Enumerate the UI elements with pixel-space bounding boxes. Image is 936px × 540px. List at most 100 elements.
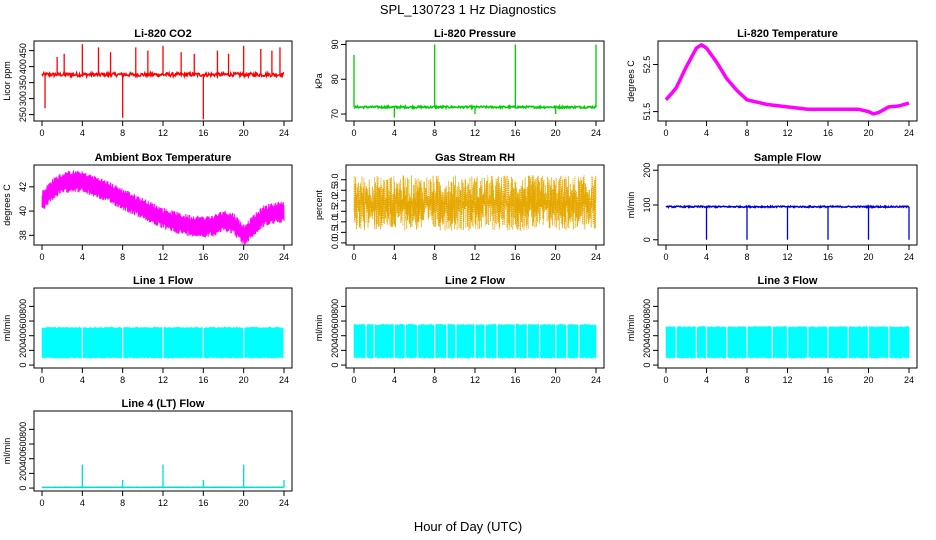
x-tick-label: 4 [704, 128, 709, 138]
x-tick-label: 8 [744, 252, 749, 262]
x-tick-label: 16 [198, 252, 208, 262]
x-tick-label: 16 [510, 375, 520, 385]
panel-data [41, 170, 285, 245]
panel-6: Sample Flow ml/min 0 4 8 12 16 20 24 0 100 200 [626, 152, 918, 262]
y-tick-label: 2.0 [330, 195, 340, 208]
y-tick-label: 90 [330, 39, 340, 49]
x-tick-label: 12 [158, 498, 168, 508]
y-tick-label: 800 [642, 299, 652, 314]
x-tick-label: 24 [591, 375, 601, 385]
x-tick-label: 12 [158, 252, 168, 262]
x-tick-label: 16 [510, 128, 520, 138]
x-tick-label: 0 [39, 128, 44, 138]
panel-ylabel: ml/min [626, 192, 636, 219]
x-tick-label: 8 [744, 128, 749, 138]
x-tick-label: 20 [239, 128, 249, 138]
panel-ylabel: percent [314, 189, 324, 220]
x-tick-label: 16 [198, 128, 208, 138]
panel-data [665, 204, 910, 240]
panel-ylabel: degrees C [626, 60, 636, 102]
x-tick-label: 8 [120, 498, 125, 508]
panel-title: Line 4 (LT) Flow [122, 398, 205, 410]
x-tick-label: 12 [782, 128, 792, 138]
x-tick-label: 16 [198, 375, 208, 385]
x-tick-label: 20 [863, 128, 873, 138]
y-tick-label: 1.5 [330, 205, 340, 218]
x-tick-label: 12 [470, 128, 480, 138]
panel-data [353, 44, 597, 118]
panel-ylabel: ml/min [314, 315, 324, 342]
x-tick-label: 24 [279, 128, 289, 138]
x-tick-label: 4 [704, 252, 709, 262]
x-tick-label: 24 [591, 128, 601, 138]
y-tick-label: 600 [18, 314, 28, 329]
x-tick-label: 4 [80, 128, 85, 138]
x-tick-label: 0 [39, 375, 44, 385]
y-tick-label: 200 [642, 343, 652, 358]
panel-title: Li-820 Temperature [737, 28, 838, 40]
x-tick-label: 24 [279, 498, 289, 508]
x-tick-label: 0 [663, 128, 668, 138]
figure-xlabel: Hour of Day (UTC) [414, 519, 522, 534]
x-tick-label: 4 [80, 252, 85, 262]
x-tick-label: 16 [823, 128, 833, 138]
y-tick-label: 2.5 [330, 184, 340, 197]
y-tick-label: 200 [642, 163, 652, 178]
x-tick-label: 16 [198, 498, 208, 508]
x-tick-label: 8 [120, 128, 125, 138]
x-tick-label: 0 [39, 252, 44, 262]
y-tick-label: 0 [18, 486, 28, 491]
x-tick-label: 4 [392, 375, 397, 385]
x-tick-label: 4 [392, 252, 397, 262]
x-tick-label: 20 [551, 252, 561, 262]
x-tick-label: 20 [239, 375, 249, 385]
x-tick-label: 8 [432, 375, 437, 385]
x-tick-label: 8 [120, 252, 125, 262]
y-tick-label: 400 [642, 328, 652, 343]
y-tick-label: 0.0 [330, 237, 340, 250]
x-tick-label: 20 [551, 128, 561, 138]
figure-title: SPL_130723 1 Hz Diagnostics [380, 2, 557, 17]
x-tick-label: 0 [663, 375, 668, 385]
panel-data [353, 175, 597, 231]
y-tick-label: 400 [18, 59, 28, 74]
y-tick-label: 800 [330, 299, 340, 314]
x-tick-label: 0 [351, 128, 356, 138]
y-tick-label: 38 [18, 230, 28, 240]
y-tick-label: 70 [330, 109, 340, 119]
y-tick-label: 80 [330, 74, 340, 84]
x-tick-label: 0 [351, 252, 356, 262]
panel-10: Line 4 (LT) Flow ml/min 0 4 8 12 16 20 24 0 200400… [2, 398, 293, 508]
panel-title: Li-820 CO2 [134, 28, 191, 40]
y-tick-label: 200 [18, 466, 28, 481]
y-tick-label: 0.5 [330, 226, 340, 239]
panel-ylabel: Licor ppm [2, 61, 12, 101]
panel-2: Li-820 Pressure kPa 0 4 8 12 16 20 24 70 80 90 [314, 28, 605, 138]
y-tick-label: 300 [18, 91, 28, 106]
y-tick-label: 600 [642, 314, 652, 329]
y-tick-label: 450 [18, 43, 28, 58]
panel-data [41, 326, 285, 360]
panel-ylabel: ml/min [2, 438, 12, 465]
y-tick-label: 0 [642, 237, 652, 242]
series-line [353, 103, 597, 111]
y-tick-label: 100 [642, 197, 652, 212]
y-tick-label: 350 [18, 75, 28, 90]
x-tick-label: 24 [279, 252, 289, 262]
y-tick-label: 600 [330, 314, 340, 329]
panel-4: Ambient Box Temperature degrees C 0 4 8 12 16 2… [2, 152, 293, 262]
x-tick-label: 4 [392, 128, 397, 138]
panel-data [41, 464, 285, 489]
y-tick-label: 800 [18, 422, 28, 437]
x-tick-label: 12 [158, 375, 168, 385]
x-tick-label: 8 [744, 375, 749, 385]
panel-title: Ambient Box Temperature [95, 152, 232, 164]
panel-ylabel: kPa [314, 73, 324, 89]
y-tick-label: 400 [330, 328, 340, 343]
x-tick-label: 20 [551, 375, 561, 385]
x-tick-label: 12 [782, 252, 792, 262]
y-tick-label: 3.0 [330, 173, 340, 186]
panel-data [664, 43, 911, 116]
